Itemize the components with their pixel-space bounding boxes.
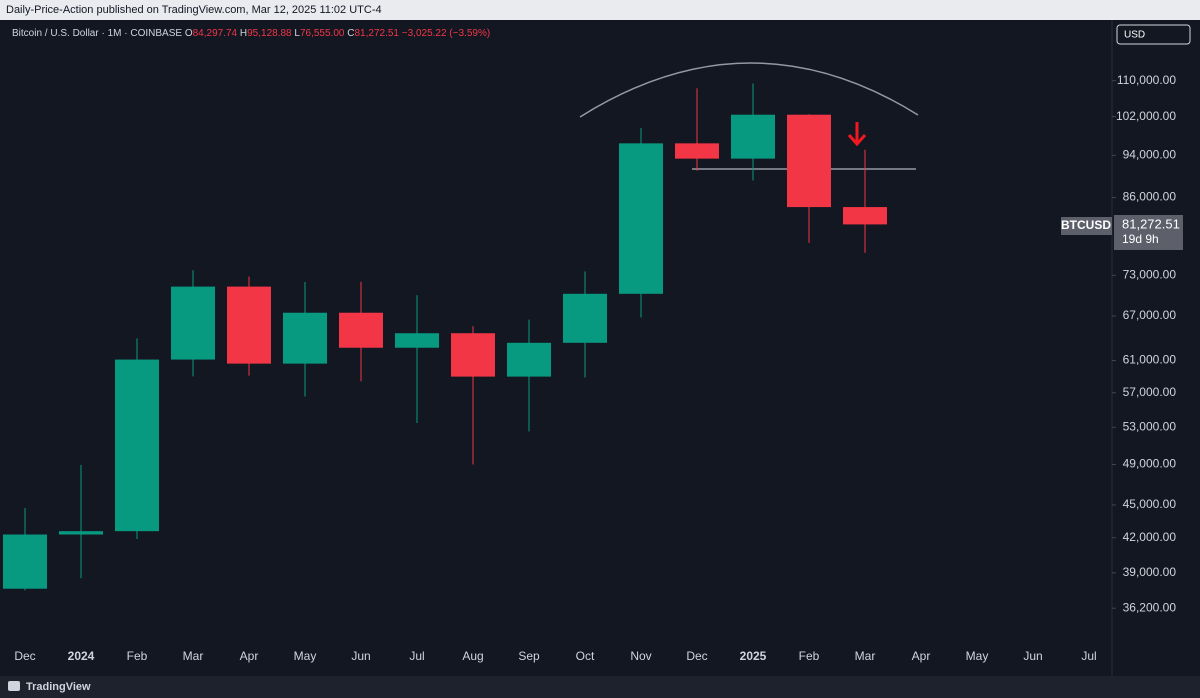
x-tick-label: May bbox=[966, 649, 989, 663]
ohlc-value: 76,555.00 bbox=[300, 28, 345, 39]
ohlc-key: C bbox=[347, 28, 354, 39]
candle-body bbox=[59, 531, 103, 535]
y-tick-label: 110,000.00 bbox=[1117, 73, 1176, 87]
x-tick-label: Apr bbox=[912, 649, 931, 663]
price-tag-symbol: BTCUSD bbox=[1061, 218, 1111, 232]
x-tick-label: Sep bbox=[518, 649, 540, 663]
marks bbox=[3, 80, 1116, 609]
x-tick-label: Feb bbox=[127, 649, 148, 663]
candle-body bbox=[675, 143, 719, 159]
footer-logo bbox=[8, 681, 20, 691]
price-tag-value: 81,272.51 bbox=[1122, 216, 1180, 231]
ohlc-value: 81,272.51 bbox=[354, 28, 399, 39]
x-tick-label: 2024 bbox=[68, 649, 95, 663]
currency-label: USD bbox=[1124, 30, 1145, 41]
candle-body bbox=[619, 143, 663, 294]
x-tick-label: Dec bbox=[14, 649, 35, 663]
candle-body bbox=[731, 114, 775, 159]
x-tick-label: Mar bbox=[855, 649, 876, 663]
x-tick-label: Nov bbox=[630, 649, 651, 663]
y-tick-label: 42,000.00 bbox=[1123, 530, 1177, 544]
x-tick-label: Jul bbox=[1081, 649, 1096, 663]
candle-body bbox=[227, 286, 271, 364]
footer-brand: TradingView bbox=[26, 681, 91, 693]
x-tick-label: Oct bbox=[576, 649, 595, 663]
y-tick-label: 73,000.00 bbox=[1123, 268, 1177, 282]
y-tick-label: 49,000.00 bbox=[1123, 457, 1177, 471]
ohlc-value: 95,128.88 bbox=[247, 28, 292, 39]
x-tick-label: Feb bbox=[799, 649, 820, 663]
x-tick-label: Jun bbox=[351, 649, 370, 663]
price-tag-symbol-bg bbox=[1061, 217, 1112, 235]
candle-body bbox=[115, 359, 159, 532]
candle-body bbox=[395, 333, 439, 348]
x-tick-label: Dec bbox=[686, 649, 707, 663]
x-tick-label: Apr bbox=[240, 649, 259, 663]
rounding-top-arc bbox=[579, 62, 919, 118]
ohlc-key: O bbox=[185, 28, 193, 39]
y-tick-label: 36,200.00 bbox=[1123, 600, 1177, 614]
price-tag-countdown: 19d 9h bbox=[1122, 232, 1159, 246]
x-tick-label: Mar bbox=[183, 649, 204, 663]
y-tick-label: 45,000.00 bbox=[1123, 497, 1177, 511]
footer-bar bbox=[0, 676, 1200, 698]
y-tick-label: 53,000.00 bbox=[1123, 419, 1177, 433]
x-tick-label: May bbox=[294, 649, 317, 663]
y-tick-label: 94,000.00 bbox=[1123, 148, 1177, 162]
down-arrow bbox=[847, 122, 867, 147]
x-tick-label: Jul bbox=[409, 649, 424, 663]
legend-symbol: Bitcoin / U.S. Dollar · 1M · COINBASE bbox=[12, 28, 182, 39]
ohlc-key: L bbox=[294, 28, 300, 39]
candle-body bbox=[283, 312, 327, 364]
candle-body bbox=[507, 342, 551, 377]
candle-body bbox=[451, 333, 495, 377]
x-tick-label: Jun bbox=[1023, 649, 1042, 663]
legend: Bitcoin / U.S. Dollar · 1M · COINBASE O8… bbox=[12, 28, 490, 39]
ohlc-key: H bbox=[240, 28, 247, 39]
publisher-bar bbox=[0, 0, 1200, 20]
candle-body bbox=[3, 534, 47, 589]
change: −3,025.22 (−3.59%) bbox=[402, 28, 490, 39]
ohlc-value: 84,297.74 bbox=[193, 28, 238, 39]
candle-body bbox=[843, 207, 887, 225]
candle-body bbox=[563, 293, 607, 343]
y-tick-label: 39,000.00 bbox=[1123, 565, 1177, 579]
publisher: Daily-Price-Action published on TradingV… bbox=[6, 4, 382, 16]
y-tick-label: 67,000.00 bbox=[1123, 308, 1177, 322]
x-tick-label: 2025 bbox=[740, 649, 767, 663]
y-tick-label: 61,000.00 bbox=[1123, 353, 1177, 367]
candle-body bbox=[787, 114, 831, 208]
price-tag-bg bbox=[1114, 215, 1183, 250]
candle-body bbox=[171, 286, 215, 360]
y-tick-label: 102,000.00 bbox=[1116, 109, 1176, 123]
y-tick-label: 86,000.00 bbox=[1123, 190, 1177, 204]
x-tick-label: Aug bbox=[462, 649, 483, 663]
candle-body bbox=[339, 312, 383, 348]
currency-button[interactable] bbox=[1116, 24, 1191, 45]
y-tick-label: 57,000.00 bbox=[1123, 385, 1177, 399]
